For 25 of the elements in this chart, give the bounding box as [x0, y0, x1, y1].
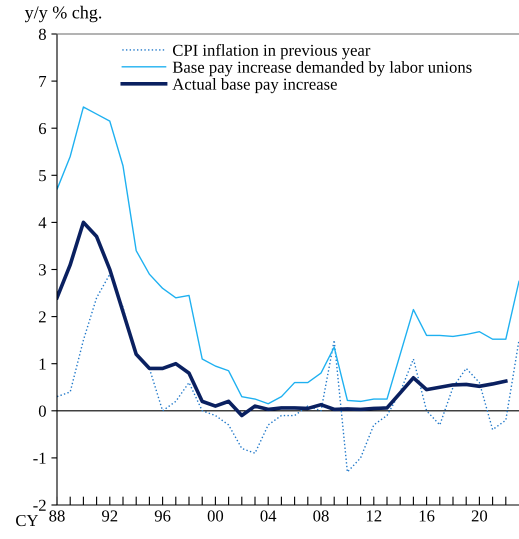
x-tick-label: 92: [102, 510, 118, 522]
x-tick-label: 88: [49, 510, 65, 522]
text: CY: [16, 514, 38, 526]
x-tick-label: 00: [208, 510, 224, 522]
y-tick-label: 8: [38, 28, 46, 40]
y-tick-label: 2: [38, 311, 46, 322]
y-tick-label: -2: [33, 500, 46, 511]
y-tick-label: 6: [38, 122, 46, 134]
x-tick-label: 20: [472, 510, 488, 522]
legend-label: Base pay increase demanded by labor unions: [172, 61, 472, 76]
y-tick-label: 5: [39, 170, 46, 182]
legend-label: CPI inflation in previous year: [172, 44, 370, 60]
x-tick-label: 08: [313, 510, 329, 522]
y-tick-label: 1: [40, 358, 46, 370]
y-axis-title: y/y % chg.: [24, 6, 102, 22]
x-tick-label: 04: [260, 510, 276, 522]
y-tick-label: 0: [38, 406, 46, 417]
y-tick-label: -1: [33, 452, 46, 464]
y-tick-label: 3: [39, 264, 46, 276]
x-tick-label: 96: [154, 510, 170, 522]
y-tick-label: 4: [38, 217, 46, 228]
x-tick-label: 12: [366, 510, 382, 522]
x-tick-label: 16: [420, 510, 434, 522]
y-tick-label: 7: [39, 76, 46, 87]
legend-label: Actual base pay increase: [172, 78, 337, 94]
